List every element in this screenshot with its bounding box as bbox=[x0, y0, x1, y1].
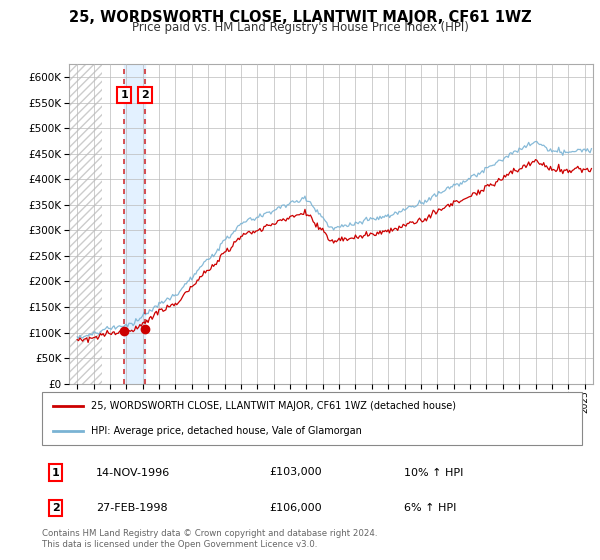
Text: £106,000: £106,000 bbox=[269, 503, 322, 513]
Text: 1: 1 bbox=[52, 468, 59, 478]
Text: 6% ↑ HPI: 6% ↑ HPI bbox=[404, 503, 456, 513]
Text: HPI: Average price, detached house, Vale of Glamorgan: HPI: Average price, detached house, Vale… bbox=[91, 426, 361, 436]
Text: Price paid vs. HM Land Registry's House Price Index (HPI): Price paid vs. HM Land Registry's House … bbox=[131, 21, 469, 34]
Text: 25, WORDSWORTH CLOSE, LLANTWIT MAJOR, CF61 1WZ (detached house): 25, WORDSWORTH CLOSE, LLANTWIT MAJOR, CF… bbox=[91, 402, 455, 412]
Text: 1: 1 bbox=[121, 90, 128, 100]
Text: 14-NOV-1996: 14-NOV-1996 bbox=[96, 468, 170, 478]
Text: 2: 2 bbox=[52, 503, 59, 513]
Text: Contains HM Land Registry data © Crown copyright and database right 2024.
This d: Contains HM Land Registry data © Crown c… bbox=[42, 529, 377, 549]
FancyBboxPatch shape bbox=[42, 392, 582, 445]
Text: 2: 2 bbox=[141, 90, 149, 100]
Text: £103,000: £103,000 bbox=[269, 468, 322, 478]
Bar bbox=[124, 64, 145, 384]
Text: 10% ↑ HPI: 10% ↑ HPI bbox=[404, 468, 463, 478]
Text: 25, WORDSWORTH CLOSE, LLANTWIT MAJOR, CF61 1WZ: 25, WORDSWORTH CLOSE, LLANTWIT MAJOR, CF… bbox=[68, 10, 532, 25]
Text: 27-FEB-1998: 27-FEB-1998 bbox=[96, 503, 167, 513]
